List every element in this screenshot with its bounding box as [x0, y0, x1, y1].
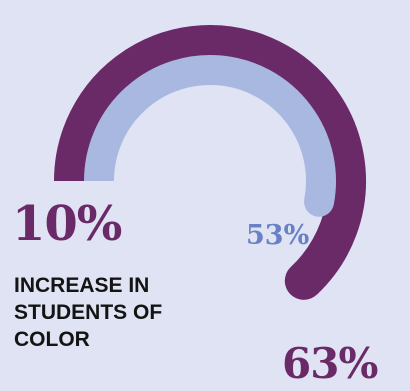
outer-ring-label: 63%	[282, 339, 378, 388]
inner-ring-arc	[84, 55, 336, 205]
inner-ring-label: 53%	[246, 220, 310, 251]
outer-ring-arc	[54, 25, 366, 295]
inner-ring-cap	[304, 186, 335, 217]
increase-value: 10%	[12, 196, 122, 252]
outer-ring-cap	[284, 261, 323, 300]
increase-caption: INCREASE IN STUDENTS OF COLOR	[14, 274, 163, 351]
